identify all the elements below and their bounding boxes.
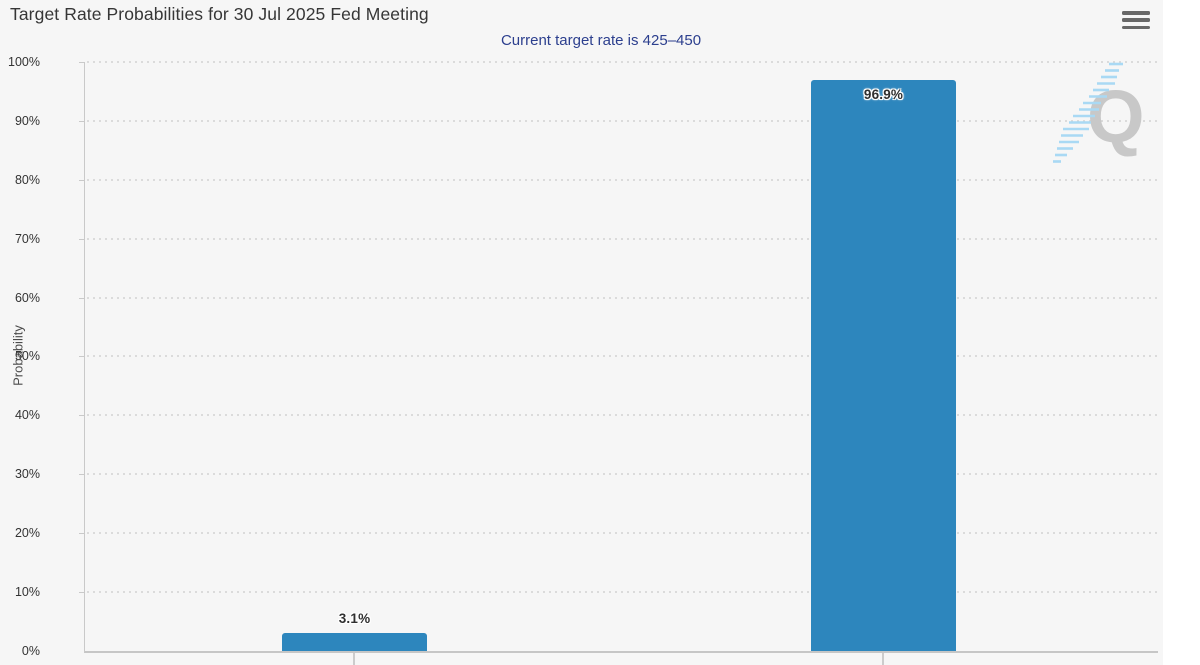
gridline (85, 179, 1158, 181)
y-tick-label: 70% (14, 232, 40, 246)
bar-value-label: 96.9% (863, 87, 904, 102)
y-axis-title: Probability (10, 325, 26, 386)
y-tick-label: 20% (14, 526, 40, 540)
y-tick-label: 90% (14, 114, 40, 128)
y-tick-mark (79, 239, 84, 240)
y-tick-mark (79, 474, 84, 475)
chart-subtitle: Current target rate is 425–450 (500, 32, 702, 49)
x-tick-mark (882, 653, 884, 665)
y-tick-mark (79, 592, 84, 593)
y-tick-mark (79, 533, 84, 534)
y-tick-mark (79, 356, 84, 357)
gridline (85, 120, 1158, 122)
bar-low-rate[interactable] (282, 633, 427, 651)
hamburger-bar (1122, 11, 1150, 15)
gridline (85, 591, 1158, 593)
y-tick-label: 40% (14, 408, 40, 422)
gridline (85, 532, 1158, 534)
y-tick-label: 0% (21, 644, 40, 658)
hamburger-menu-icon[interactable] (1121, 9, 1151, 33)
hamburger-bar (1122, 25, 1150, 30)
bar-value-label: 3.1% (338, 611, 371, 626)
gridline (85, 414, 1158, 416)
gridline (85, 238, 1158, 240)
y-tick-mark (79, 415, 84, 416)
chart-title: Target Rate Probabilities for 30 Jul 202… (10, 4, 429, 24)
gridline (85, 297, 1158, 299)
y-tick-mark (79, 298, 84, 299)
y-tick-mark (79, 121, 84, 122)
bar-current-rate[interactable] (811, 80, 956, 651)
y-tick-label: 10% (14, 585, 40, 599)
y-tick-label: 80% (14, 173, 40, 187)
gridline (85, 473, 1158, 475)
y-tick-label: 50% (14, 349, 40, 363)
y-tick-label: 100% (8, 55, 40, 69)
x-tick-mark (353, 653, 355, 665)
gridline (85, 61, 1158, 63)
fedwatch-chart: Target Rate Probabilities for 30 Jul 202… (8, 4, 1158, 665)
y-tick-label: 30% (14, 467, 40, 481)
plot-area: 3.1% 96.9% (84, 61, 1158, 653)
hamburger-bar (1122, 18, 1150, 22)
y-tick-mark (79, 62, 84, 63)
y-tick-mark (79, 180, 84, 181)
y-tick-label: 60% (14, 291, 40, 305)
gridline (85, 355, 1158, 357)
